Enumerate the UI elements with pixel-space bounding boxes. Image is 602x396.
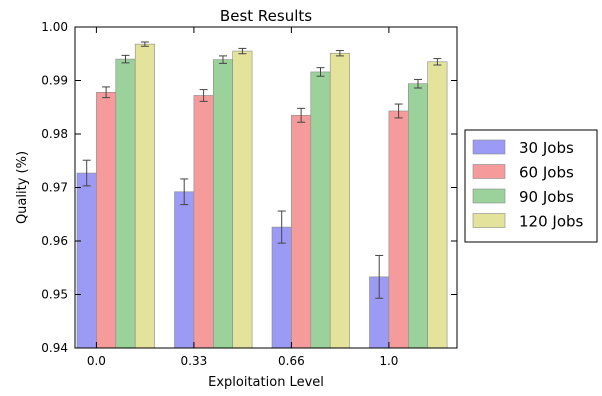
error-bar	[82, 159, 91, 187]
bar	[96, 91, 117, 349]
bar	[115, 58, 136, 349]
y-tick-label: 0.97	[41, 181, 68, 195]
y-tick-label: 0.95	[41, 288, 68, 302]
legend-label: 90 Jobs	[519, 188, 574, 206]
y-tick-label: 0.94	[41, 341, 68, 355]
error-bar	[335, 50, 344, 57]
bar	[134, 43, 155, 349]
error-bar	[219, 55, 227, 64]
y-tick-label: 0.96	[41, 234, 68, 248]
error-bar	[180, 178, 189, 206]
error-bar	[433, 58, 442, 66]
legend-swatch	[472, 139, 506, 155]
legend-label: 30 Jobs	[519, 139, 574, 157]
bar	[388, 110, 409, 349]
x-tick-label: 0.66	[278, 354, 305, 368]
legend-swatch	[472, 188, 506, 204]
bars-layer	[76, 43, 448, 349]
bar	[427, 61, 448, 349]
error-bar	[316, 67, 325, 77]
error-bar	[297, 107, 306, 123]
legend-item: 30 Jobs	[472, 139, 574, 157]
legend-item: 90 Jobs	[472, 188, 574, 206]
bar	[291, 114, 312, 349]
error-bars-layer	[82, 41, 442, 299]
x-axis: 0.0 0.33 0.66 1.0	[87, 27, 398, 368]
y-tick-label: 1.00	[41, 20, 68, 34]
bar	[310, 71, 331, 349]
bar	[329, 52, 350, 349]
legend-label: 60 Jobs	[519, 164, 574, 182]
legend-swatch	[472, 213, 506, 228]
legend-label: 120 Jobs	[519, 213, 584, 231]
bar	[407, 83, 428, 349]
bar	[271, 226, 292, 349]
y-tick-label: 0.98	[41, 127, 68, 141]
chart-title: Best Results	[220, 7, 312, 25]
error-bar	[102, 86, 111, 99]
x-tick-label: 1.0	[379, 354, 398, 368]
bar	[76, 172, 97, 349]
x-tick-label: 0.33	[181, 354, 208, 368]
bar	[193, 95, 214, 349]
error-bar	[121, 54, 130, 64]
bar	[174, 191, 195, 349]
error-bar	[238, 47, 247, 55]
error-bar	[414, 78, 422, 89]
error-bar	[140, 41, 149, 47]
bar	[232, 50, 253, 349]
legend-swatch	[472, 164, 506, 179]
legend-item: 60 Jobs	[472, 164, 574, 182]
error-bar	[199, 89, 208, 102]
x-tick-label: 0.0	[87, 354, 106, 368]
y-axis-label: Quality (%)	[15, 151, 30, 224]
x-axis-label: Exploitation Level	[208, 375, 324, 390]
error-bar	[277, 210, 286, 244]
y-axis: 0.94 0.95 0.96 0.97 0.98 0.99 1.00	[41, 20, 457, 355]
bar	[213, 59, 234, 349]
error-bar	[394, 103, 403, 119]
legend-item: 120 Jobs	[472, 213, 584, 231]
y-tick-label: 0.99	[41, 74, 68, 88]
legend: 30 Jobs 60 Jobs 90 Jobs 120 Jobs	[464, 129, 598, 243]
error-bar	[375, 254, 384, 299]
